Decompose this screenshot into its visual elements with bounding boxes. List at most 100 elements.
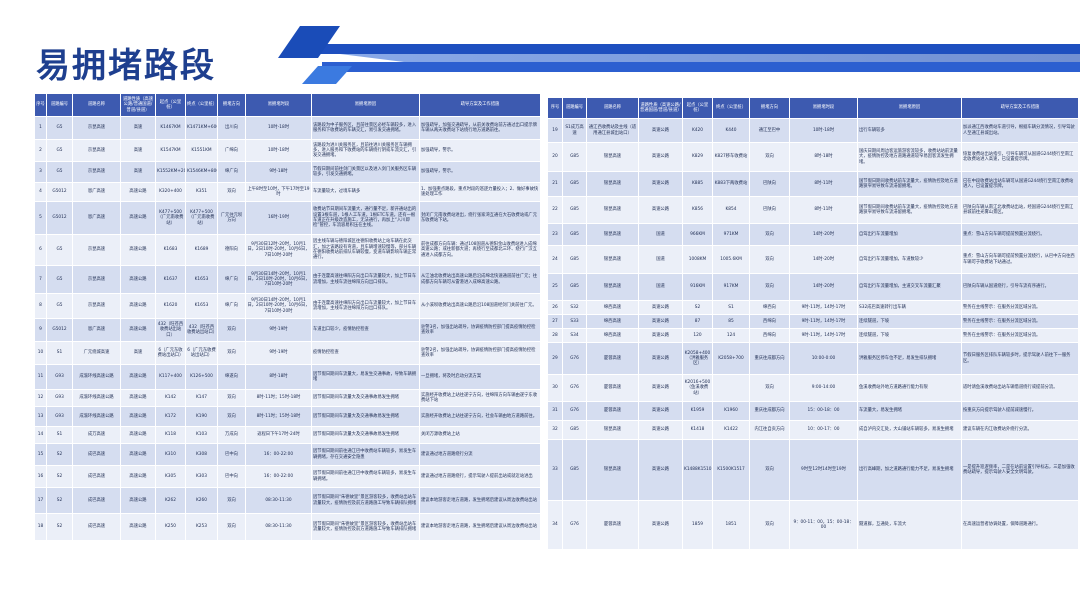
table-cell: 高速公路	[638, 500, 683, 550]
column-header: 序号	[34, 93, 47, 117]
table-cell: 自驾出行车流量增加	[857, 223, 962, 246]
table-cell: 警务在主线警示：在服务分流区域分流。	[961, 300, 1079, 315]
table-row: 8 G5 京昆高速 高速公路 K1620 K1653 绵广向 9月30日14时-20时，10月…	[34, 293, 541, 319]
table-cell: 上午8时至10时，下午17时至19时	[245, 182, 312, 202]
right-table-header: 序号 道路编号 道路名称 道路性质（高速公路/普通国道/普道/县道） 起点（公里桩） 终点…	[547, 97, 1079, 119]
table-cell: 高速	[120, 341, 156, 365]
table-row: 30 G76 厦蓉高速 高速公路 K2016+500（鱼溪收费站） 双向 9:00-14:0…	[547, 374, 1079, 402]
table-cell: 9时至12时14时至19时	[789, 439, 858, 501]
table-cell: 驻警3名，加强出站疏导，协调疫情防控部门提高疫情防控检查效率	[419, 318, 541, 342]
table-cell: 银昆高速	[586, 420, 639, 440]
table-row: 14 S1 成万高速 高速公路 K118 K103 万成向 返程日下午17时-24时 因节假日期…	[34, 426, 541, 444]
column-header: 疏导方案及工作措施	[419, 93, 541, 117]
table-cell: 厦蓉高速	[586, 401, 639, 421]
table-cell: 因节假日期间车流量大及交通事故易发生拥堵	[311, 426, 420, 444]
table-cell: 28	[547, 328, 563, 343]
table-cell: 出行车辆较多	[857, 118, 962, 143]
table-cell: 因节假日期间前往通江巴中收费站车辆较多，易发生车辆拥堵，存在交通安全隐患	[311, 443, 420, 466]
table-cell: 银昆高速	[586, 196, 639, 224]
table-cell: 22	[547, 196, 563, 224]
table-cell: 银昆高速	[586, 223, 639, 246]
table-cell: 广元绕城高速	[72, 341, 121, 365]
table-cell: 5	[34, 201, 47, 235]
table-cell: 连续隧道，下坡	[857, 328, 962, 343]
table-cell: 21	[547, 171, 563, 197]
table-cell: 34	[547, 500, 563, 550]
table-row: 12 G93 成渝环线高速公路 高速公路 K142 K147 双向 8时-11时；15时-18…	[34, 389, 541, 407]
table-cell: 13	[34, 406, 47, 427]
table-row: 18 S2 成巴高速 高速公路 K250 K253 双向 08:30-11:30 因节假日期间“…	[34, 513, 541, 541]
table-cell: S2	[46, 487, 73, 514]
table-cell: G76	[562, 500, 587, 550]
table-cell: 因节假日期间车流量大及交通事故易发生拥堵	[311, 406, 420, 427]
table-cell: 实施经开收费站上站往遂宁方向，往绵阳方向车辆由遂宁东收费站下站	[419, 389, 541, 407]
table-cell: 23	[547, 223, 563, 246]
table-row: 4 G5012 恩广高速 高速公路 K320+400 K351 双向 上午8时至10时，下午1…	[34, 182, 541, 202]
table-row: 34 G76 厦蓉高速 高速公路 1859 1851 双向 9：00-11：00，15：00-…	[547, 500, 1079, 550]
table-cell: 厦蓉高速	[586, 342, 639, 375]
table-cell: 8时-18时	[789, 142, 858, 172]
table-cell: 国节假日期间收费站前车流量大，疫情防控及地方道路狭窄易导致车流滞留拥堵。	[857, 171, 962, 197]
table-cell: 高速公路	[120, 389, 156, 407]
left-table: 序号 道路编号 道路名称 道路性质（高速公路/普通国道/普道/县道） 起点（公里桩） 终点…	[34, 93, 541, 541]
table-cell: 高速公路	[120, 318, 156, 342]
table-cell: G5	[46, 116, 73, 140]
table-cell: 因节假日期间前往通江巴中收费站车辆较多，易发生车辆拥堵。	[311, 465, 420, 488]
table-cell: 9时-19时	[245, 318, 312, 342]
table-cell: 绵西高速	[586, 328, 639, 343]
column-header: 易拥堵原因	[311, 93, 420, 117]
table-row: 2 G5 京昆高速 高速 K1547KM K1551KM 广绵向 10时-18时 该路段为进川关…	[34, 139, 541, 162]
table-cell: K883下两收费站	[712, 171, 750, 197]
table-cell: 971KM	[712, 223, 750, 246]
table-cell: 双向	[749, 374, 790, 402]
table-cell: 巴陕向	[749, 196, 790, 224]
table-cell: 京昆高速	[72, 234, 121, 266]
table-cell: 一是提升巡逻频率，二是在站前设置引导标志，三是加强收费站疏导，提示驾驶人安全文明…	[961, 439, 1079, 501]
table-cell: G93	[46, 389, 73, 407]
table-cell: G76	[562, 401, 587, 421]
table-cell: G93	[46, 364, 73, 390]
column-header: 起点（公里桩）	[155, 93, 186, 117]
table-cell: S2	[46, 513, 73, 541]
table-cell: 驻警2名，加强出站疏导，协调疫情防控部门提高疫情防控检查效率	[419, 341, 541, 365]
table-cell: 9月30日12时-20时，10月1日，2日10时-20时，10月6日，7日10时…	[245, 234, 312, 266]
table-cell: 15	[34, 443, 47, 466]
table-cell: 广绵向	[217, 139, 246, 162]
table-cell: 返程日下午17时-24时	[245, 426, 312, 444]
table-cell: G5	[46, 161, 73, 183]
column-header: 道路性质（高速公路/普通国道/普道/县道）	[638, 97, 683, 119]
table-cell: K117+400	[155, 364, 186, 390]
table-cell: 重庆往成都方向	[749, 401, 790, 421]
column-header: 序号	[547, 97, 563, 119]
table-cell: 高速公路	[638, 142, 683, 172]
column-header: 道路名称	[586, 97, 639, 119]
table-cell: 26	[547, 300, 563, 315]
table-cell: G85	[562, 196, 587, 224]
table-cell: 高速公路	[638, 401, 683, 421]
table-cell: 87	[682, 314, 713, 329]
table-cell: 10	[34, 341, 47, 365]
table-cell: 成巴高速	[72, 513, 121, 541]
table-cell: 432（旺苍西收费站出站口）	[185, 318, 218, 342]
table-cell: 高速	[120, 161, 156, 183]
table-cell: 车流量较大，过境车辆多	[311, 182, 420, 202]
table-cell: K1422	[712, 420, 750, 440]
table-cell: 双向	[749, 223, 790, 246]
column-header: 终点（公里桩）	[185, 93, 218, 117]
table-cell: 银昆高速	[586, 439, 639, 501]
table-cell: K854	[712, 196, 750, 224]
table-cell: G85	[562, 245, 587, 274]
table-cell: K1467KM	[155, 116, 186, 140]
table-cell: 29	[547, 342, 563, 375]
table-cell: 京昆高速	[72, 293, 121, 319]
table-cell: 8时-11时；15时-18时	[245, 389, 312, 407]
table-cell: 由于连霍高速往绵阳方向出口车流量较大，加上节日车流增加，主线车流往绵阳方向出口排…	[311, 265, 420, 294]
table-cell: 32	[547, 420, 563, 440]
table-cell: 成渝环线高速公路	[72, 389, 121, 407]
table-cell: 高速公路	[120, 465, 156, 488]
column-header: 道路编号	[562, 97, 587, 119]
table-cell: 疫情防控检查	[311, 341, 420, 365]
table-cell: K253	[185, 513, 218, 541]
table-cell: K1552KM+200M	[155, 161, 186, 183]
table-row: 25 G85 银昆高速 国道 916KM 917KM 双向 14时-20时 自驾出行车流量增加，…	[547, 273, 1079, 301]
